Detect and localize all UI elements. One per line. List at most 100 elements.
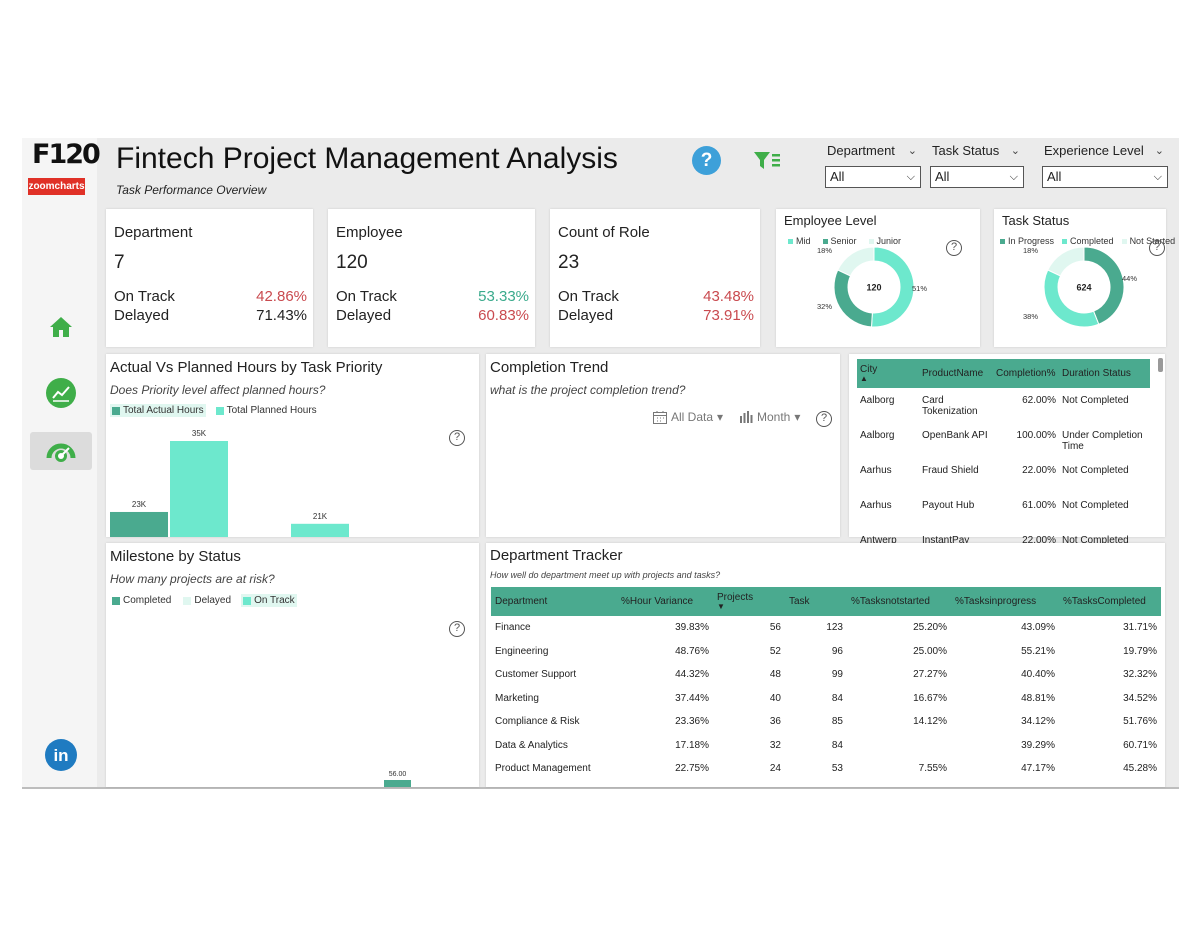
home-nav-button[interactable] — [30, 308, 92, 346]
all-data-toggle[interactable]: All Data ▾ — [653, 410, 723, 424]
kpi-value: 23 — [558, 252, 580, 273]
panel-subtitle: what is the project completion trend? — [490, 383, 686, 397]
chevron-down-icon[interactable]: ⌄ — [1010, 145, 1020, 157]
legend-item-senior[interactable]: Senior — [821, 235, 859, 247]
card-title: Employee Level — [784, 213, 877, 228]
kpi-title: Count of Role — [558, 224, 650, 241]
table-cell: 14.12% — [913, 716, 947, 728]
table-cell: Aalborg — [860, 395, 895, 406]
completion-trend-card: Completion Trend what is the project com… — [486, 354, 840, 537]
task-status-dropdown[interactable]: All ⌵ — [930, 166, 1024, 188]
table-cell — [847, 734, 951, 758]
legend-item-in-progress[interactable]: In Progress — [998, 235, 1056, 247]
table-cell: 22.00% — [1022, 465, 1056, 476]
card-title: Task Status — [1002, 213, 1070, 228]
bar-total-planned-hours-high — [291, 523, 349, 537]
table-row[interactable]: Aalborg OpenBank API 100.00% Under Completi… — [857, 423, 1150, 458]
column-header-projects[interactable]: Projects ▼ — [713, 587, 785, 616]
table-cell: Engineering — [495, 645, 549, 657]
legend-item-junior[interactable]: Junior — [867, 235, 904, 247]
column-header-department[interactable]: Department — [491, 587, 617, 616]
experience-level-dropdown[interactable]: All ⌵ — [1042, 166, 1168, 188]
table-cell: 53 — [831, 763, 843, 775]
legend-swatch — [1000, 238, 1005, 244]
department-dropdown[interactable]: All ⌵ — [825, 166, 921, 188]
column-header-hour-variance[interactable]: %Hour Variance — [617, 587, 713, 616]
table-row[interactable]: Customer Support 44.32% 48 99 27.27% 40.40% 32… — [491, 663, 1161, 687]
sidebar: F120 zoomcharts in — [22, 138, 101, 787]
table-cell: 48.76% — [675, 645, 709, 657]
performance-nav-button[interactable] — [30, 432, 92, 470]
table-cell: 40.40% — [1021, 669, 1055, 681]
table-row[interactable]: Marketing 37.44% 40 84 16.67% 48.81% 34.52% — [491, 687, 1161, 711]
table-cell: Product Management — [495, 763, 591, 775]
table-cell: 25.00% — [913, 645, 947, 657]
filter-icon — [754, 152, 780, 169]
department-tracker-card: Department Tracker How well do departmen… — [486, 543, 1165, 787]
table-row[interactable]: Data & Analytics 17.18% 32 84 39.29% 60.71% — [491, 734, 1161, 758]
table-row[interactable]: Product Management 22.75% 24 53 7.55% 47.17% 4… — [491, 757, 1161, 781]
help-icon[interactable]: ? — [449, 430, 465, 446]
table-row[interactable]: Aalborg Card Tokenization 62.00% Not Comple… — [857, 388, 1150, 423]
panel-title: Department Tracker — [490, 547, 623, 564]
legend-item-mid[interactable]: Mid — [786, 235, 813, 247]
legend-item-completed[interactable]: Completed — [110, 594, 173, 607]
kpi-card-employee: Employee 120 On Track 53.33% Delayed 60.83… — [328, 209, 535, 347]
help-icon[interactable]: ? — [816, 411, 832, 427]
period-toggle[interactable]: Month ▾ — [740, 410, 800, 424]
table-cell: 40 — [769, 692, 781, 704]
table-cell: Under Completion Time — [1062, 430, 1143, 452]
on-track-label: On Track — [336, 288, 397, 305]
legend-item-completed[interactable]: Completed — [1060, 235, 1116, 247]
table-row[interactable]: Engineering 48.76% 52 96 25.00% 55.21% 19.79% — [491, 640, 1161, 664]
column-header-city[interactable]: City ▲ — [857, 359, 919, 388]
table-row[interactable]: Finance 39.83% 56 123 25.20% 43.09% 31.71% — [491, 616, 1161, 640]
filter-panel-button[interactable] — [752, 149, 782, 173]
legend-item-actual[interactable]: Total Actual Hours — [110, 404, 206, 417]
trend-nav-button[interactable] — [30, 374, 92, 412]
legend-swatch — [243, 596, 252, 605]
table-cell: 27.27% — [913, 669, 947, 681]
kpi-card-count-of-role: Count of Role 23 On Track 43.48% Delayed 7… — [550, 209, 760, 347]
scrollbar-thumb[interactable] — [1158, 358, 1163, 372]
table-cell: 55.21% — [1021, 645, 1055, 657]
table-row[interactable]: Aarhus Fraud Shield 22.00% Not Completed — [857, 458, 1150, 493]
help-icon[interactable]: ? — [1149, 240, 1165, 256]
column-header-tasks-completed[interactable]: %TasksCompleted — [1059, 587, 1161, 616]
legend-item-planned[interactable]: Total Planned Hours — [214, 404, 319, 417]
legend-swatch — [1121, 238, 1127, 244]
table-cell: Not Completed — [1062, 535, 1129, 546]
all-data-label: All Data — [671, 410, 714, 424]
column-header-product[interactable]: ProductName — [919, 359, 993, 388]
sort-ascending-icon: ▲ — [860, 374, 868, 383]
calendar-icon — [653, 410, 667, 424]
table-cell: 37.44% — [675, 692, 709, 704]
column-header-tasks-in-progress[interactable]: %Tasksinprogress — [951, 587, 1059, 616]
linkedin-button[interactable]: in — [30, 736, 92, 774]
table-cell: Payout Hub — [922, 500, 975, 511]
help-button[interactable]: ? — [692, 146, 721, 175]
column-header-duration-status[interactable]: Duration Status — [1059, 359, 1150, 388]
column-header-tasks-not-started[interactable]: %Tasksnotstarted — [847, 587, 951, 616]
table-cell: Not Completed — [1062, 465, 1129, 476]
chevron-down-icon[interactable]: ⌄ — [907, 145, 917, 157]
help-icon[interactable]: ? — [946, 240, 962, 256]
column-header-completion[interactable]: Completion% — [993, 359, 1059, 388]
legend-label: Senior — [830, 236, 857, 246]
table-cell: Aarhus — [860, 500, 892, 511]
table-cell: 84 — [831, 739, 843, 751]
table-row[interactable]: Compliance & Risk 23.36% 36 85 14.12% 34.12% 5… — [491, 710, 1161, 734]
f120-logo: F120 — [32, 139, 101, 170]
table-row[interactable]: Antwerp InstantPay 22.00% Not Completed — [857, 528, 1150, 563]
legend-item-delayed[interactable]: Delayed — [181, 594, 233, 607]
legend-item-on-track[interactable]: On Track — [241, 594, 297, 607]
help-icon[interactable]: ? — [449, 621, 465, 637]
employee-level-donut: 51% 32% 18% 120 — [817, 246, 927, 328]
table-row[interactable]: Aarhus Payout Hub 61.00% Not Completed — [857, 493, 1150, 528]
table-cell: 48 — [769, 669, 781, 681]
column-header-task[interactable]: Task — [785, 587, 847, 616]
milestone-by-status-card: Milestone by Status How many projects ar… — [106, 543, 479, 787]
donut-slice-completed — [1043, 269, 1100, 328]
chevron-down-icon[interactable]: ⌄ — [1154, 145, 1164, 157]
kpi-card-department: Department 7 On Track 42.86% Delayed 71.43… — [106, 209, 313, 347]
